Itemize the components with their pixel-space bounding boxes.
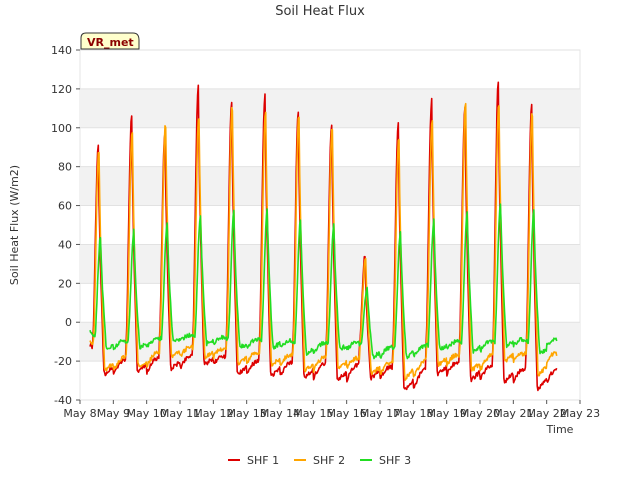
y-tick-label: -20 xyxy=(54,355,72,368)
legend-label: SHF 2 xyxy=(313,454,345,467)
grid-band xyxy=(80,244,580,284)
series-line-shf-3 xyxy=(89,203,558,360)
legend-label: SHF 3 xyxy=(379,454,411,467)
x-axis-label: Time xyxy=(546,423,574,436)
series-line-shf-1 xyxy=(89,81,558,392)
x-tick-label: May 20 xyxy=(460,407,500,420)
legend-label: SHF 1 xyxy=(247,454,279,467)
x-tick-label: May 11 xyxy=(160,407,200,420)
x-tick-label: May 8 xyxy=(63,407,96,420)
y-tick-label: -40 xyxy=(54,394,72,407)
x-tick-label: May 9 xyxy=(97,407,130,420)
y-tick-label: 60 xyxy=(58,200,72,213)
x-tick-label: May 16 xyxy=(327,407,367,420)
y-tick-label: 100 xyxy=(51,122,72,135)
grid-band xyxy=(80,322,580,362)
x-tick-label: May 21 xyxy=(493,407,533,420)
y-tick-label: 20 xyxy=(58,277,72,290)
series-lines xyxy=(89,81,558,392)
y-tick-label: 140 xyxy=(51,44,72,57)
y-axis-label: Soil Heat Flux (W/m2) xyxy=(8,165,21,285)
x-tick-label: May 17 xyxy=(360,407,400,420)
x-tick-label: May 18 xyxy=(393,407,433,420)
y-tick-label: 0 xyxy=(65,316,72,329)
x-tick-label: May 13 xyxy=(227,407,267,420)
site-badge-box xyxy=(80,32,140,50)
x-tick-label: May 19 xyxy=(427,407,467,420)
site-badge-label: VR_met xyxy=(87,36,134,49)
x-tick-label: May 23 xyxy=(560,407,600,420)
grid-band xyxy=(80,88,580,128)
y-tick-label: 80 xyxy=(58,161,72,174)
chart-title: Soil Heat Flux xyxy=(275,4,365,19)
legend: SHF 1 SHF 2 SHF 3 xyxy=(228,454,411,467)
x-tick-label: May 10 xyxy=(127,407,167,420)
x-tick-label: May 14 xyxy=(260,407,300,420)
y-tick-label: 120 xyxy=(51,83,72,96)
x-tick-label: May 15 xyxy=(293,407,333,420)
y-axis-ticks: -40 -20 0 20 40 60 80 100 120 140 xyxy=(51,44,80,407)
x-tick-label: May 22 xyxy=(527,407,567,420)
site-badge: VR_met xyxy=(80,32,140,50)
x-tick-label: May 12 xyxy=(193,407,233,420)
y-tick-label: 40 xyxy=(58,238,72,251)
